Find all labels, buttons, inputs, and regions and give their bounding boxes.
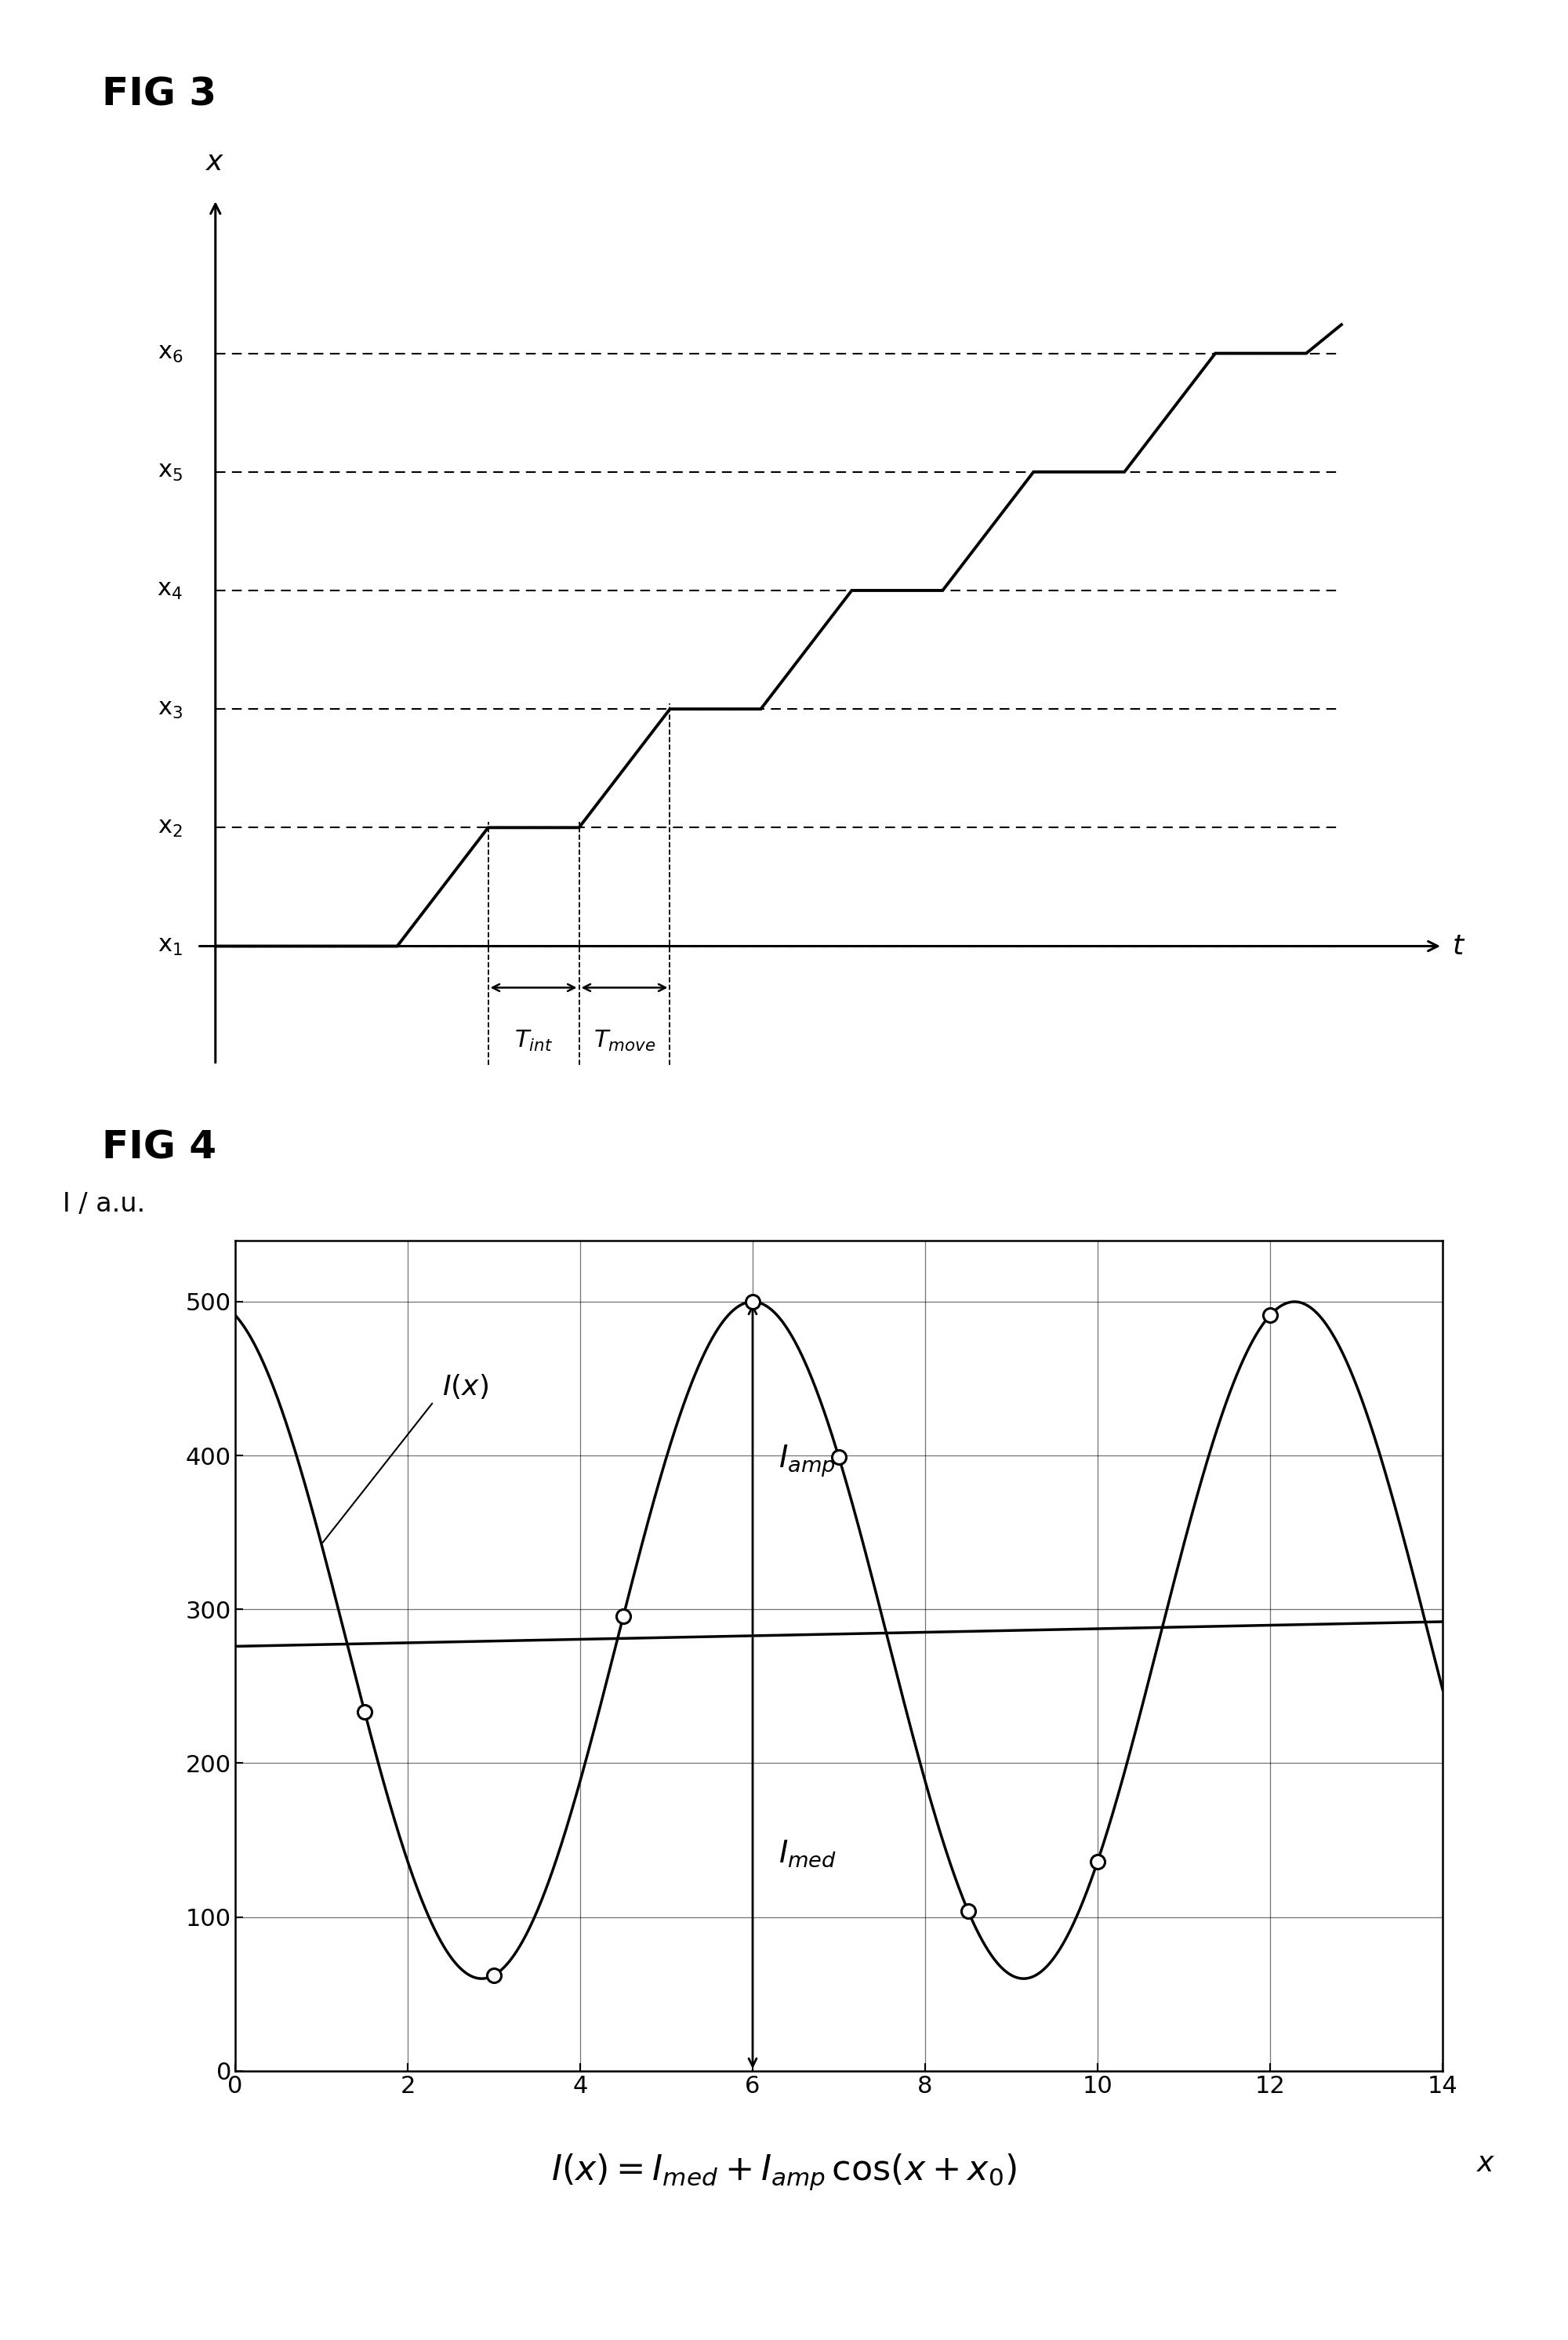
Text: $T_{move}$: $T_{move}$ [593,1030,655,1053]
Text: $x$: $x$ [205,150,226,175]
Text: FIG 3: FIG 3 [102,75,216,112]
Text: $t$: $t$ [1452,934,1465,959]
Text: x$_3$: x$_3$ [157,697,182,721]
Text: $I_{amp}$: $I_{amp}$ [778,1444,836,1479]
Text: x$_5$: x$_5$ [157,461,182,484]
Text: x$_1$: x$_1$ [157,934,182,957]
Text: $I(x) = I_{med} + I_{amp}\,\cos(x + x_0)$: $I(x) = I_{med} + I_{amp}\,\cos(x + x_0)… [552,2150,1016,2193]
Text: I / a.u.: I / a.u. [63,1191,146,1217]
Text: $I(x)$: $I(x)$ [442,1371,489,1399]
Text: x$_4$: x$_4$ [157,578,183,601]
Text: $x$: $x$ [1475,2150,1496,2176]
Text: $T_{int}$: $T_{int}$ [514,1030,554,1053]
Text: FIG 4: FIG 4 [102,1128,216,1165]
Text: $I_{med}$: $I_{med}$ [778,1839,837,1867]
Text: x$_2$: x$_2$ [157,817,182,840]
Text: x$_6$: x$_6$ [157,342,183,365]
